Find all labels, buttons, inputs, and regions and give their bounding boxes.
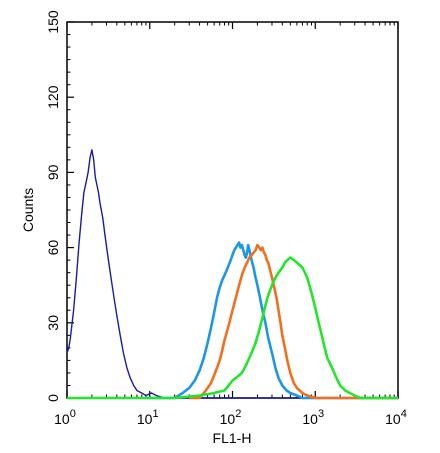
y-tick-label: 90 [45, 164, 61, 180]
y-tick-label: 120 [45, 85, 61, 109]
x-tick-label: 103 [302, 408, 324, 427]
y-tick-label: 150 [45, 10, 61, 34]
x-axis-title: FL1-H [213, 430, 252, 446]
series-line-4 [67, 256, 398, 400]
x-tick-label: 104 [385, 408, 407, 427]
y-tick-label: 60 [45, 240, 61, 256]
y-tick-label: 0 [45, 394, 61, 402]
series-line-1 [66, 149, 398, 399]
plot-frame [66, 21, 399, 399]
series-layer [66, 149, 398, 400]
ticks-layer: 100 101 102 103 104 0 30 60 90 120 150 [45, 10, 407, 427]
y-tick-label: 30 [45, 315, 61, 331]
y-axis-title: Counts [20, 188, 36, 232]
series-line-3 [189, 243, 398, 400]
x-tick-label: 102 [220, 408, 242, 427]
x-tick-label: 101 [137, 408, 159, 427]
series-line-2 [149, 241, 398, 400]
x-tick-label: 100 [54, 408, 76, 427]
